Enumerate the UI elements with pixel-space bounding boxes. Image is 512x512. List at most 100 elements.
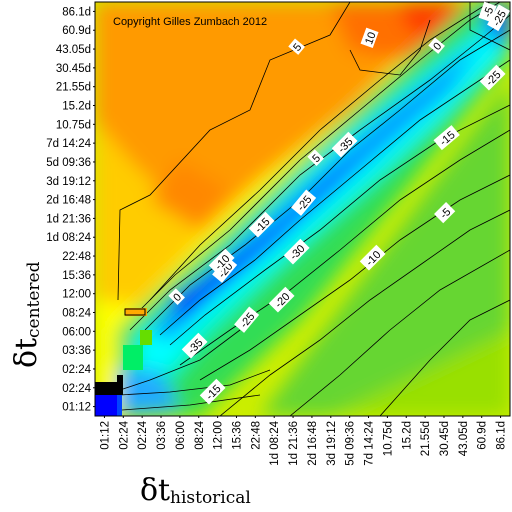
contour-label-bg (291, 189, 317, 216)
y-tick-label: 10.75d (56, 119, 91, 131)
contour-line (129, 14, 510, 331)
plot-frame (94, 1, 511, 417)
y-tick-label: 5d 09:36 (46, 157, 91, 169)
x-tick-label: 10.75d (382, 421, 394, 456)
field-band (150, 160, 230, 230)
y-tick-label: 15.2d (62, 101, 91, 113)
contour-line (121, 394, 261, 411)
contour-line (159, 59, 510, 336)
corner-cell (117, 375, 123, 395)
corner-cell (95, 382, 117, 395)
contour-label-bg (234, 306, 260, 333)
copyright-annotation: Copyright Gilles Zumbach 2012 (113, 16, 267, 28)
y-tick-label: 03:36 (62, 345, 91, 357)
heatmap-field (95, 2, 510, 416)
contour-label-bg (168, 288, 185, 305)
corner-cell (140, 330, 152, 345)
x-tick-label: 5d 09:36 (345, 421, 357, 466)
field-band (260, 80, 510, 416)
y-tick-label: 1d 08:24 (46, 232, 91, 244)
x-tick-label: 30.45d (439, 421, 451, 456)
x-tick-label: 02:24 (118, 420, 130, 449)
contour-line (119, 369, 271, 396)
contour-line (179, 129, 510, 366)
y-tick-label: 3d 19:12 (46, 176, 91, 188)
y-tick-label: 7d 14:24 (46, 138, 91, 150)
contour-label-bg (268, 286, 295, 313)
contour-line (289, 249, 510, 416)
contour-label-bg (248, 211, 275, 238)
x-tick-label: 7d 14:24 (364, 420, 376, 465)
contour-line (469, 2, 510, 51)
x-axis-label: δt historical (140, 473, 251, 508)
x-tick-label: 3d 19:12 (326, 421, 338, 466)
contour-line (169, 104, 510, 346)
contour-label: 5 (288, 38, 305, 55)
x-tick-label: 03:36 (156, 421, 168, 450)
contour-label: 10 (360, 27, 379, 49)
contour-line (139, 2, 501, 311)
x-tick-label: 21.55d (420, 421, 432, 456)
contour-label-bg (307, 149, 324, 166)
svg-text:historical: historical (170, 488, 251, 508)
y-tick-label: 86.1d (62, 6, 91, 18)
x-tick-label: 06:00 (175, 421, 187, 450)
contour-label: -5 (434, 202, 456, 224)
contour-label-bg (428, 37, 445, 54)
y-tick-label: 21.55d (56, 82, 91, 94)
corner-cell-outline (124, 308, 146, 316)
svg-text:δt: δt (140, 473, 170, 508)
contour-label-text: 10 (363, 31, 378, 47)
contour-label-bg (487, 4, 511, 32)
contour-label-bg (208, 248, 235, 275)
x-tick-label: 02:24 (137, 420, 149, 449)
x-tick-label: 86.1d (496, 421, 508, 450)
contour-line (117, 2, 351, 301)
y-axis-ticks: 86.1d 60.9d 43.05d 30.45d 21.55d 15.2d 10.75d 7… (46, 6, 95, 414)
x-tick-label: 01:12 (99, 421, 111, 450)
contour-label-bg (359, 244, 386, 271)
contour-label: 5 (307, 149, 324, 166)
contour-line (144, 29, 510, 331)
y-tick-label: 06:00 (62, 326, 91, 338)
x-tick-label: 1d 21:36 (288, 421, 300, 466)
y-tick-label: 1d 21:36 (46, 213, 91, 225)
contour-label-bg (283, 238, 310, 265)
contour-label-bg (288, 38, 305, 55)
contour-line (219, 209, 510, 416)
contour-label-text: -5 (482, 6, 497, 19)
x-tick-label: 15.2d (401, 421, 413, 450)
contour-label: 0 (168, 288, 185, 305)
contour-line (379, 299, 510, 416)
x-tick-label: 43.05d (458, 421, 470, 456)
contour-label: 0 (428, 37, 445, 54)
corner-cell (123, 345, 143, 370)
x-tick-label: 15:36 (231, 421, 243, 450)
contour-line (349, 19, 431, 76)
contour-line (149, 2, 491, 301)
contour-label-bg (434, 202, 456, 224)
x-tick-label: 1d 08:24 (269, 420, 281, 465)
x-tick-label: 12:00 (213, 421, 225, 450)
y-tick-label: 60.9d (62, 25, 91, 37)
y-tick-label: 12:00 (62, 289, 91, 301)
contour-label-bg (331, 131, 358, 158)
svg-text:δt: δt (9, 338, 44, 368)
contour-label-bg (478, 1, 497, 23)
x-tick-label: 60.9d (477, 421, 489, 450)
contour-label-bg (199, 378, 226, 405)
corner-cell (117, 395, 122, 416)
contour-label-bg (212, 256, 238, 283)
x-tick-label: 08:24 (194, 420, 206, 449)
contour-labels: 105 050-25-35-30-25-15-20-20-25-35-15-15-… (168, 1, 511, 405)
y-tick-label: 01:12 (62, 402, 91, 414)
y-tick-label: 02:24 (62, 383, 91, 395)
plot-area (95, 2, 510, 416)
y-tick-label: 22:48 (62, 251, 91, 263)
y-tick-label: 2d 16:48 (46, 195, 91, 207)
y-axis-label: δt centered (9, 261, 44, 368)
y-tick-label: 15:36 (62, 270, 91, 282)
x-axis-ticks: 01:12 02:24 02:24 03:36 06:00 08:24 12:00 15:36… (99, 416, 508, 466)
contour-label-bg (181, 332, 208, 359)
